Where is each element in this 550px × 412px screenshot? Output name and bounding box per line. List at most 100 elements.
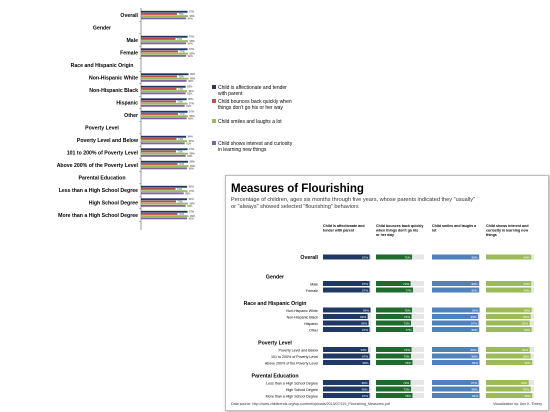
- bar-value-label: 93%: [523, 387, 529, 391]
- bar-101-to-200-of-poverty-level-c3: [432, 353, 480, 359]
- bar-high-school-degree-c1: [323, 386, 370, 392]
- category-label-race-and-hispanic-origin: Race and Hispanic Origin: [71, 63, 134, 69]
- bar-value-label: 77%: [405, 288, 411, 292]
- bar-more-than-a-high-school-degree-s1: [141, 210, 188, 213]
- bar-above-200-of-the-poverty-level-c1: [323, 360, 371, 365]
- category-label-hispanic: Hispanic: [116, 101, 138, 107]
- row-label-other: Other: [309, 328, 319, 332]
- bar-male-c3: [432, 281, 480, 286]
- bar-non-hispanic-white-s1: [141, 73, 189, 76]
- bar-overall-s1: [141, 10, 188, 13]
- bar-value-label: 91%: [186, 141, 192, 145]
- bar-101-to-200-of-poverty-level-s4: [141, 154, 186, 157]
- bar-value-label: 96%: [189, 89, 195, 93]
- bar-value-label: 97%: [189, 147, 195, 151]
- bar-value-label: 96%: [471, 348, 477, 352]
- bar-hispanic-c4: [486, 320, 530, 326]
- bar-female-s4: [141, 54, 187, 57]
- bar-female-c4: [486, 287, 532, 293]
- bar-101-to-200-of-poverty-level-c4: [486, 353, 531, 359]
- bar-value-label: 96%: [189, 166, 195, 170]
- row-label-more-than-a-high-school-degree: More than a High School Degree: [266, 394, 318, 398]
- bar-value-label: 94%: [188, 41, 194, 45]
- bar-value-label: 76%: [405, 361, 411, 365]
- bar-other-c2: [376, 327, 413, 332]
- bar-value-label: 94%: [188, 135, 194, 139]
- bar-value-label: 97%: [362, 328, 368, 332]
- bar-value-label: 74%: [404, 348, 410, 352]
- panel-title: Measures of Flourishing: [231, 183, 364, 195]
- legend-label-s4: Child shows interest and curiosity in lea…: [218, 141, 293, 153]
- bar-value-label: 72%: [177, 37, 183, 41]
- bar-101-to-200-of-poverty-level-s3: [141, 152, 189, 155]
- bar-high-school-degree-s2: [141, 200, 177, 203]
- bar-less-than-a-high-school-degree-c4: [486, 380, 529, 385]
- bar-female-s3: [141, 52, 189, 55]
- bar-hispanic-c3: [432, 320, 479, 326]
- category-label-gender: Gender: [93, 26, 111, 32]
- bar-value-label: 93%: [187, 204, 193, 208]
- bar-value-label: 76%: [179, 162, 185, 166]
- bar-101-to-200-of-poverty-level-s1: [141, 148, 188, 151]
- bar-value-label: 77%: [179, 112, 185, 116]
- bar-value-label: 98%: [472, 282, 478, 286]
- bar-value-label: 98%: [190, 160, 196, 164]
- bar-value-label: 93%: [187, 85, 193, 89]
- bar-value-label: 97%: [471, 381, 477, 385]
- bar-female-s2: [141, 50, 178, 53]
- bar-value-label: 98%: [472, 255, 478, 259]
- bar-value-label: 76%: [405, 394, 411, 398]
- bar-high-school-degree-s1: [141, 198, 188, 201]
- bar-poverty-level-and-below-s4: [141, 142, 185, 145]
- bar-value-label: 73%: [178, 199, 184, 203]
- bar-value-label: 99%: [472, 394, 478, 398]
- bar-high-school-degree-s3: [141, 202, 189, 205]
- bar-less-than-a-high-school-degree-s2: [141, 188, 176, 190]
- bar-value-label: 96%: [471, 315, 477, 319]
- bar-value-label: 98%: [472, 328, 478, 332]
- bar-overall-s3: [141, 15, 189, 18]
- bar-poverty-level-and-below-c4: [486, 347, 530, 352]
- bar-poverty-level-and-below-c2: [376, 347, 412, 352]
- bar-male-s2: [141, 38, 176, 40]
- bar-value-label: 96%: [189, 197, 195, 201]
- bar-value-label: 97%: [362, 255, 368, 259]
- bar-value-label: 95%: [188, 79, 194, 83]
- bar-hispanic-s3: [141, 102, 188, 105]
- bar-value-label: 97%: [189, 110, 195, 114]
- bar-poverty-level-and-below-s2: [141, 138, 177, 140]
- bar-value-label: 73%: [404, 354, 410, 358]
- row-label-non-hispanic-black: Non-Hispanic Black: [287, 315, 319, 319]
- panel-subtitle: Percentage of children, ages six months …: [231, 197, 475, 210]
- bar-value-label: 74%: [178, 137, 184, 141]
- bar-value-label: 77%: [179, 49, 185, 53]
- bar-value-label: 96%: [189, 216, 195, 220]
- bar-value-label: 96%: [189, 139, 195, 143]
- bar-poverty-level-and-below-s1: [141, 135, 187, 138]
- row-label-overall: Overall: [300, 255, 318, 261]
- bar-high-school-degree-s4: [141, 204, 186, 207]
- bar-other-c1: [323, 327, 370, 332]
- bar-less-than-a-high-school-degree-c3: [432, 380, 479, 385]
- bar-non-hispanic-black-s2: [141, 88, 177, 90]
- bar-more-than-a-high-school-degree-c2: [376, 393, 413, 398]
- legend-label-s3: Child smiles and laughs a lot: [218, 119, 282, 125]
- bar-other-s2: [141, 113, 178, 115]
- bar-male-s4: [141, 42, 187, 45]
- bar-value-label: 97%: [189, 47, 195, 51]
- bar-other-s3: [141, 115, 189, 118]
- column-header-4: Child shows interest and curiosity in lea…: [486, 224, 529, 237]
- column-header-2: Child bounces back quickly when things do…: [375, 224, 423, 237]
- bar-value-label: 98%: [190, 152, 196, 156]
- category-label-parental-education: Parental Education: [79, 176, 126, 182]
- bar-hispanic-s1: [141, 98, 187, 101]
- legend-swatch-s1: [212, 85, 216, 89]
- bar-value-label: 97%: [362, 354, 368, 358]
- category-label-non-hispanic-white: Non-Hispanic White: [89, 76, 138, 82]
- bar-value-label: 97%: [362, 282, 368, 286]
- bar-female-c1: [323, 287, 370, 293]
- bar-value-label: 98%: [190, 39, 196, 43]
- category-label-overall: Overall: [120, 13, 138, 19]
- bar-non-hispanic-white-c3: [432, 307, 480, 313]
- bar-female-c2: [376, 287, 413, 293]
